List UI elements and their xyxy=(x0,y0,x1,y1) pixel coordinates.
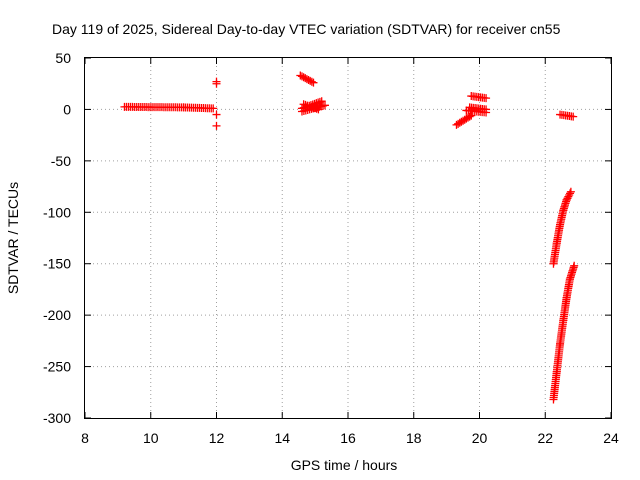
data-point xyxy=(320,101,329,110)
y-tick-label: -150 xyxy=(43,256,71,272)
data-point xyxy=(566,189,575,198)
data-points xyxy=(120,71,579,404)
x-tick-label: 24 xyxy=(603,430,619,446)
data-point xyxy=(482,108,491,117)
data-point xyxy=(566,187,575,196)
y-tick-labels: -300 -250 -200 -150 -100 -50 0 50 xyxy=(43,50,71,426)
y-tick-label: 0 xyxy=(63,101,71,117)
data-point xyxy=(212,110,221,119)
y-tick-label: -200 xyxy=(43,307,71,323)
data-point xyxy=(465,112,474,121)
y-tick-label: -250 xyxy=(43,359,71,375)
chart-title: Day 119 of 2025, Sidereal Day-to-day VTE… xyxy=(52,21,561,37)
x-tick-label: 16 xyxy=(340,430,356,446)
x-axis-label: GPS time / hours xyxy=(291,457,398,473)
data-point xyxy=(467,111,476,120)
data-point xyxy=(314,105,323,114)
plot-frame xyxy=(84,57,612,419)
x-tick-label: 20 xyxy=(472,430,488,446)
data-point xyxy=(212,121,221,130)
data-point xyxy=(569,112,578,121)
x-tick-label: 10 xyxy=(143,430,159,446)
data-point xyxy=(307,77,316,86)
data-point xyxy=(309,78,318,87)
x-tick-label: 18 xyxy=(406,430,422,446)
x-tick-labels: 8 10 12 14 16 18 20 22 24 xyxy=(81,430,619,446)
x-tick-label: 8 xyxy=(81,430,89,446)
data-point xyxy=(212,79,221,88)
data-point xyxy=(570,261,579,270)
x-tick-label: 14 xyxy=(274,430,290,446)
y-tick-label: -50 xyxy=(51,153,71,169)
x-tick-label: 22 xyxy=(537,430,553,446)
y-tick-label: 50 xyxy=(55,50,71,66)
chart-grid xyxy=(85,58,611,418)
y-tick-label: -300 xyxy=(43,410,71,426)
y-axis-label: SDTVAR / TECUs xyxy=(5,182,21,294)
data-point xyxy=(482,94,491,103)
data-point xyxy=(209,104,218,113)
x-tick-label: 12 xyxy=(209,430,225,446)
y-tick-label: -100 xyxy=(43,204,71,220)
